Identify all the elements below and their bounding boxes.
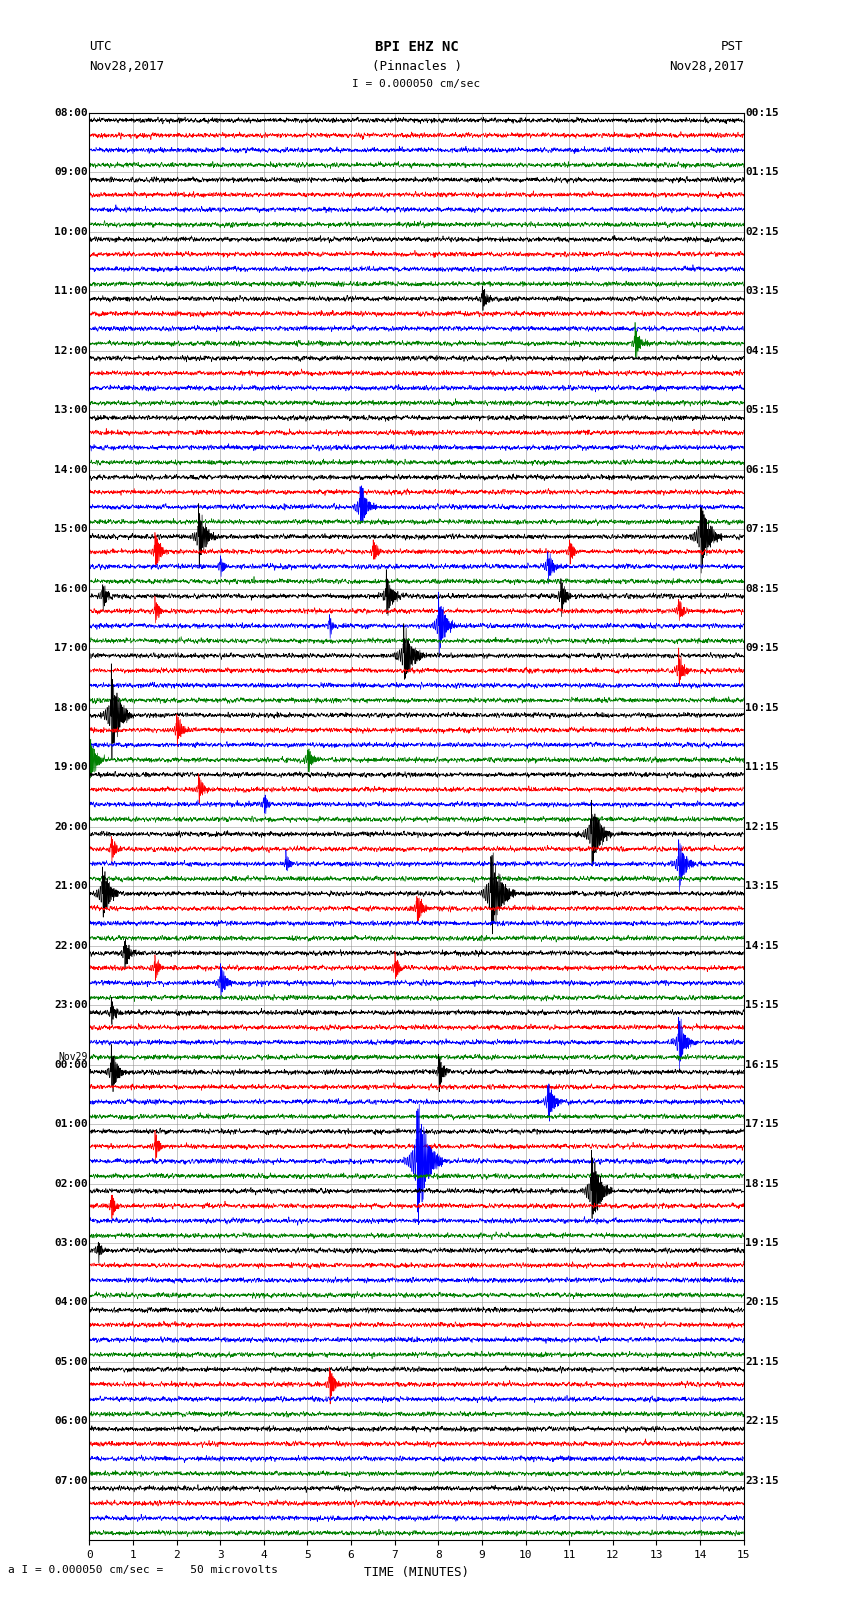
Text: 05:15: 05:15 <box>745 405 779 415</box>
Text: I = 0.000050 cm/sec: I = 0.000050 cm/sec <box>353 79 480 89</box>
Text: 11:00: 11:00 <box>54 287 88 297</box>
Text: 18:00: 18:00 <box>54 703 88 713</box>
Text: 08:00: 08:00 <box>54 108 88 118</box>
Text: 04:00: 04:00 <box>54 1297 88 1308</box>
Text: Nov28,2017: Nov28,2017 <box>669 60 744 73</box>
X-axis label: TIME (MINUTES): TIME (MINUTES) <box>364 1566 469 1579</box>
Text: 20:15: 20:15 <box>745 1297 779 1308</box>
Text: 10:00: 10:00 <box>54 227 88 237</box>
Text: 02:00: 02:00 <box>54 1179 88 1189</box>
Text: 12:15: 12:15 <box>745 821 779 832</box>
Text: 17:15: 17:15 <box>745 1119 779 1129</box>
Text: (Pinnacles ): (Pinnacles ) <box>371 60 462 73</box>
Text: 13:15: 13:15 <box>745 881 779 890</box>
Text: 20:00: 20:00 <box>54 821 88 832</box>
Text: Nov28,2017: Nov28,2017 <box>89 60 164 73</box>
Text: 06:15: 06:15 <box>745 465 779 474</box>
Text: 21:00: 21:00 <box>54 881 88 890</box>
Text: 19:00: 19:00 <box>54 763 88 773</box>
Text: 22:15: 22:15 <box>745 1416 779 1426</box>
Text: 03:15: 03:15 <box>745 287 779 297</box>
Text: PST: PST <box>722 40 744 53</box>
Text: Nov29: Nov29 <box>59 1052 88 1061</box>
Text: 06:00: 06:00 <box>54 1416 88 1426</box>
Text: 23:15: 23:15 <box>745 1476 779 1486</box>
Text: 03:00: 03:00 <box>54 1239 88 1248</box>
Text: 14:15: 14:15 <box>745 940 779 950</box>
Text: 11:15: 11:15 <box>745 763 779 773</box>
Text: 01:00: 01:00 <box>54 1119 88 1129</box>
Text: 16:00: 16:00 <box>54 584 88 594</box>
Text: 19:15: 19:15 <box>745 1239 779 1248</box>
Text: BPI EHZ NC: BPI EHZ NC <box>375 40 458 55</box>
Text: 00:15: 00:15 <box>745 108 779 118</box>
Text: 14:00: 14:00 <box>54 465 88 474</box>
Text: 04:15: 04:15 <box>745 345 779 356</box>
Text: 07:15: 07:15 <box>745 524 779 534</box>
Text: 12:00: 12:00 <box>54 345 88 356</box>
Text: a I = 0.000050 cm/sec =    50 microvolts: a I = 0.000050 cm/sec = 50 microvolts <box>8 1565 279 1574</box>
Text: 09:15: 09:15 <box>745 644 779 653</box>
Text: UTC: UTC <box>89 40 111 53</box>
Text: 13:00: 13:00 <box>54 405 88 415</box>
Text: 01:15: 01:15 <box>745 168 779 177</box>
Text: 15:15: 15:15 <box>745 1000 779 1010</box>
Text: 23:00: 23:00 <box>54 1000 88 1010</box>
Text: 16:15: 16:15 <box>745 1060 779 1069</box>
Text: 08:15: 08:15 <box>745 584 779 594</box>
Text: 17:00: 17:00 <box>54 644 88 653</box>
Text: 09:00: 09:00 <box>54 168 88 177</box>
Text: 10:15: 10:15 <box>745 703 779 713</box>
Text: 22:00: 22:00 <box>54 940 88 950</box>
Text: 15:00: 15:00 <box>54 524 88 534</box>
Text: 21:15: 21:15 <box>745 1357 779 1366</box>
Text: 07:00: 07:00 <box>54 1476 88 1486</box>
Text: 00:00: 00:00 <box>54 1060 88 1069</box>
Text: 02:15: 02:15 <box>745 227 779 237</box>
Text: 05:00: 05:00 <box>54 1357 88 1366</box>
Text: 18:15: 18:15 <box>745 1179 779 1189</box>
